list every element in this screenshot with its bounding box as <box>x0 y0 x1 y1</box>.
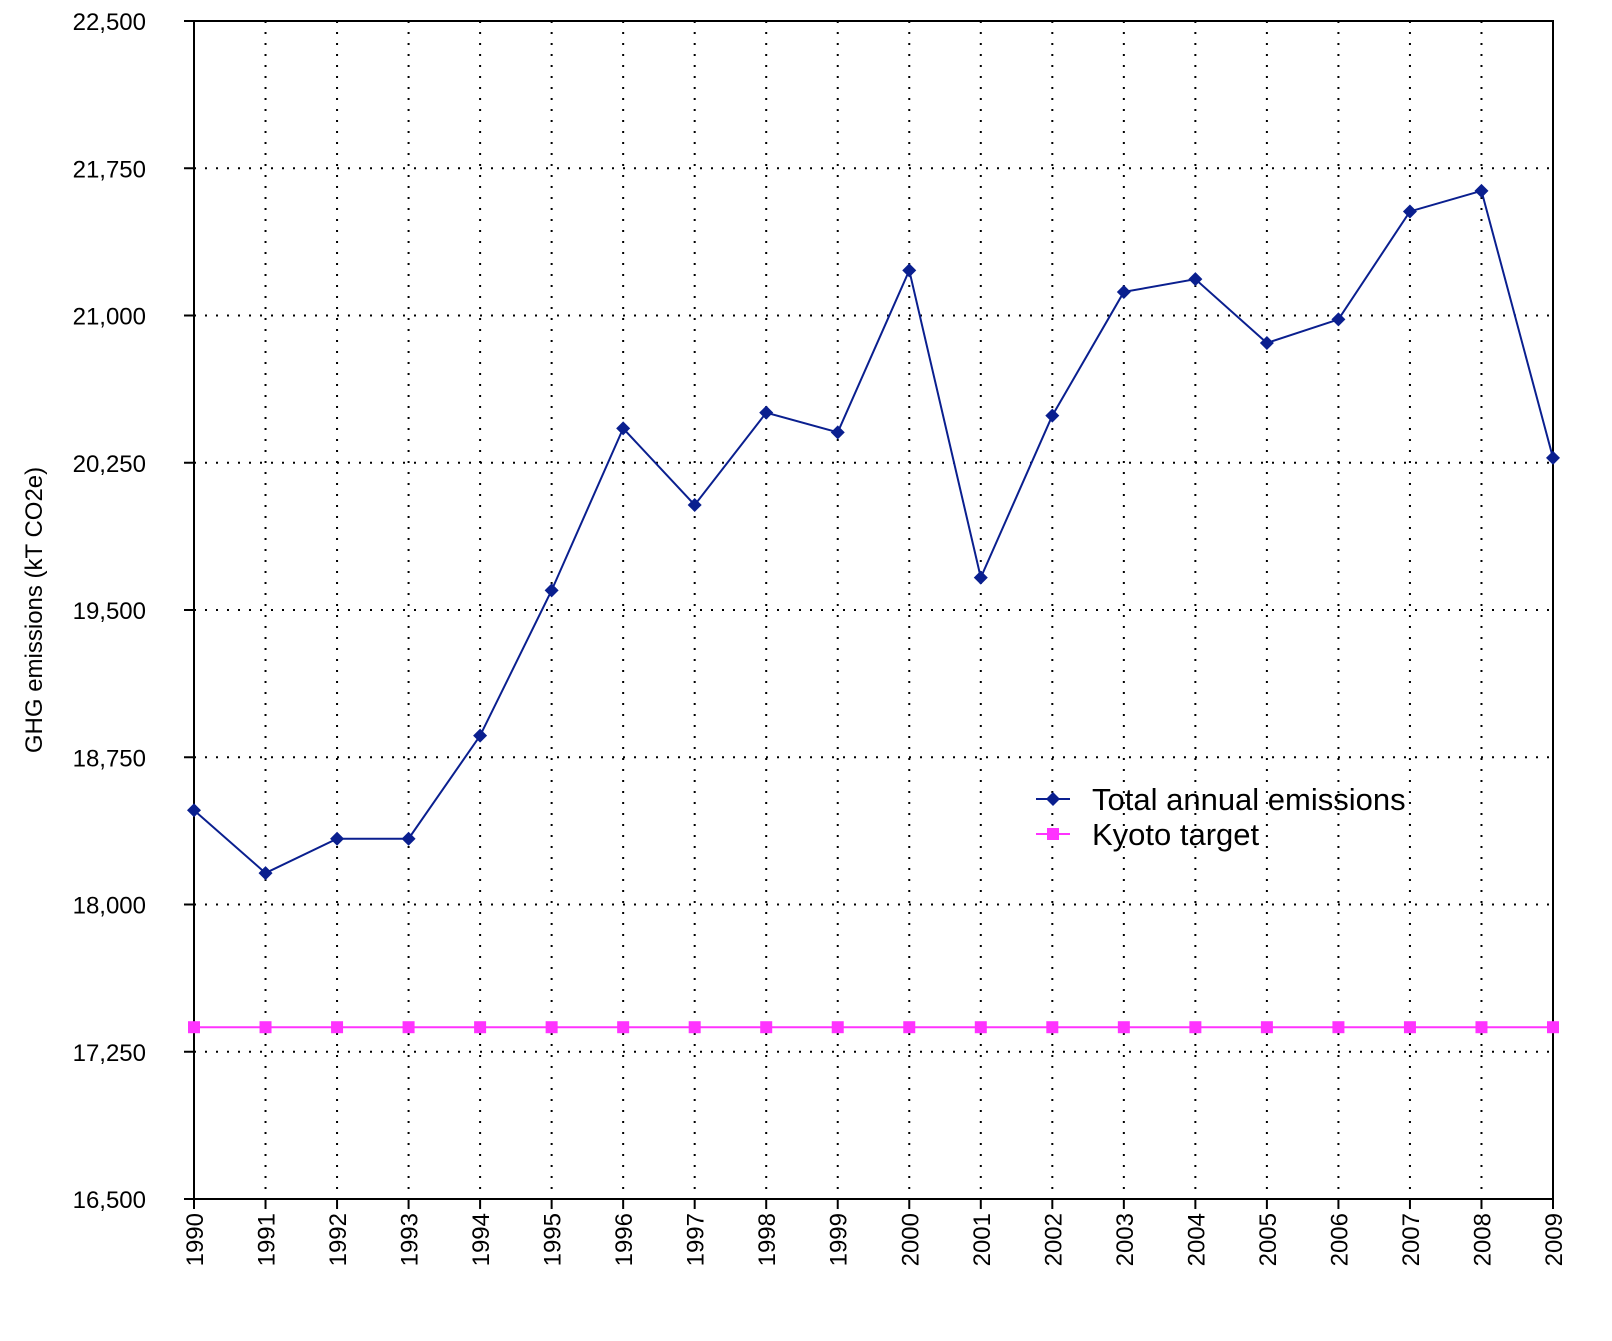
data-point <box>188 1021 200 1034</box>
series-layer <box>187 183 1560 1034</box>
x-tick-label: 2001 <box>969 1213 996 1266</box>
x-tick-label: 1999 <box>826 1213 853 1266</box>
data-point <box>474 1021 487 1034</box>
x-tick-label: 2000 <box>897 1213 924 1266</box>
x-tick-label: 2003 <box>1112 1213 1139 1266</box>
data-point <box>616 421 631 436</box>
x-tick-label: 2004 <box>1183 1213 1210 1266</box>
data-point <box>973 570 988 585</box>
data-point <box>1117 1021 1130 1034</box>
y-tick-label: 21,000 <box>73 304 146 331</box>
x-tick-label: 1996 <box>611 1213 638 1266</box>
data-point <box>902 263 917 278</box>
y-tick-label: 16,500 <box>73 1187 146 1214</box>
data-point <box>1475 1021 1488 1034</box>
data-point <box>830 425 845 440</box>
legend-label: Total annual emissions <box>1092 782 1406 817</box>
y-tick-label: 20,250 <box>73 451 146 478</box>
data-point <box>1188 272 1203 287</box>
data-point <box>1332 1021 1345 1034</box>
y-tick-label: 22,500 <box>73 9 146 36</box>
legend-marker <box>1047 828 1059 840</box>
legend-label: Kyoto target <box>1092 817 1260 852</box>
x-tick-label: 1991 <box>254 1213 281 1266</box>
data-point <box>687 497 702 512</box>
y-tick-label: 19,500 <box>73 598 146 625</box>
x-tick-label: 2002 <box>1040 1213 1067 1266</box>
y-tick-label: 21,750 <box>73 156 146 183</box>
data-point <box>1474 183 1489 198</box>
x-tick-label: 1998 <box>754 1213 781 1266</box>
data-point <box>1331 312 1346 327</box>
x-tick-label: 2008 <box>1469 1213 1496 1266</box>
x-tick-label: 1994 <box>468 1213 495 1266</box>
data-point <box>1403 1021 1416 1034</box>
series-line <box>193 189 1554 875</box>
data-point <box>617 1021 630 1034</box>
data-point <box>401 831 416 846</box>
y-tick-label: 17,250 <box>73 1040 146 1067</box>
data-point <box>259 1021 272 1034</box>
data-point <box>1546 450 1560 465</box>
data-point <box>1116 284 1131 299</box>
data-point <box>330 831 345 846</box>
data-point <box>831 1021 844 1034</box>
x-tick-label: 1993 <box>397 1213 424 1266</box>
x-tick-label: 1995 <box>540 1213 567 1266</box>
x-tick-label: 2009 <box>1541 1213 1568 1266</box>
data-point <box>1189 1021 1202 1034</box>
x-tick-label: 1992 <box>325 1213 352 1266</box>
y-tick-label: 18,750 <box>73 745 146 772</box>
y-tick-label: 18,000 <box>73 893 146 920</box>
data-point <box>903 1021 916 1034</box>
data-point <box>1260 1021 1273 1034</box>
data-point <box>1402 204 1417 219</box>
data-point <box>1547 1021 1559 1034</box>
x-axis-ticks: 1990 1991 1992 1993 1994 1995 1996 1997 1998 1999… <box>182 1199 1568 1266</box>
data-point <box>1045 408 1060 423</box>
data-point <box>1259 335 1274 350</box>
data-point <box>545 1021 558 1034</box>
x-tick-label: 1997 <box>683 1213 710 1266</box>
x-tick-label: 2005 <box>1255 1213 1282 1266</box>
data-point <box>402 1021 415 1034</box>
legend-marker <box>1046 792 1060 806</box>
data-point <box>760 1021 773 1034</box>
y-axis-ticks: 16,500 17,250 18,000 18,750 19,500 20,250 21,0… <box>73 9 194 1214</box>
data-point <box>331 1021 344 1034</box>
x-tick-label: 2007 <box>1398 1213 1425 1266</box>
y-axis-title: GHG emissions (kT CO2e) <box>21 467 48 753</box>
x-tick-label: 2006 <box>1326 1213 1353 1266</box>
data-point <box>187 803 201 818</box>
data-point <box>759 405 774 420</box>
data-point <box>974 1021 987 1034</box>
data-point <box>544 583 559 598</box>
data-point <box>258 866 273 881</box>
data-point <box>473 728 488 743</box>
data-point <box>688 1021 701 1034</box>
data-point <box>1046 1021 1059 1034</box>
x-tick-label: 1990 <box>182 1213 209 1266</box>
grid-lines <box>194 21 1553 1199</box>
